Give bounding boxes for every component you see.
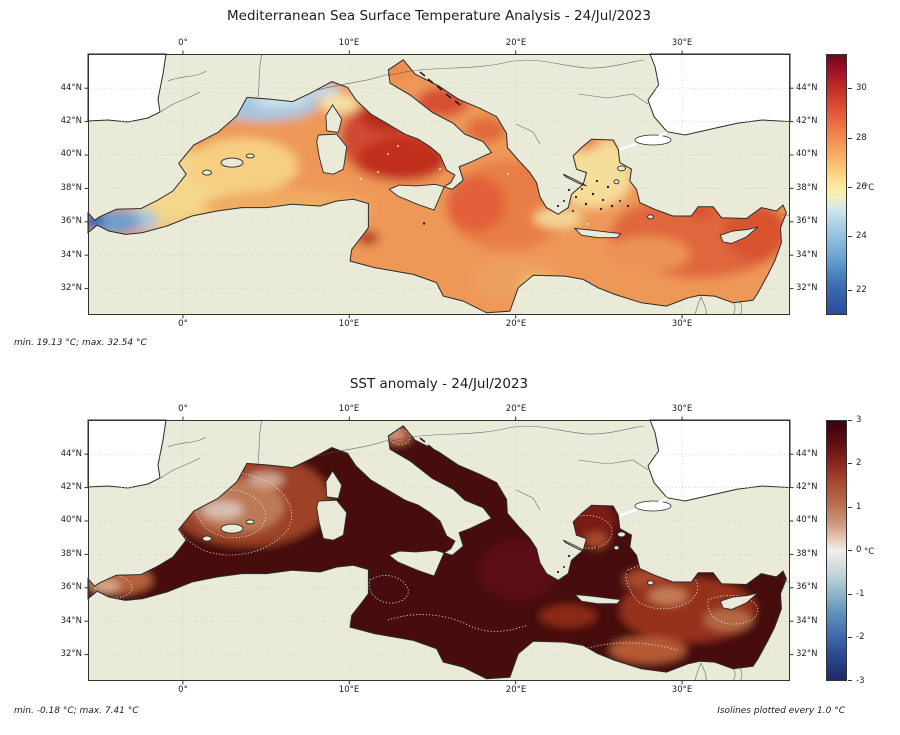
lon-tick-label: 20°E <box>505 685 527 695</box>
colorbar-tick-label: 28 <box>856 133 867 143</box>
lat-tick-label: 42°N <box>796 482 818 492</box>
lat-tick-label: 32°N <box>796 283 818 293</box>
lon-tick-label: 30°E <box>671 38 693 48</box>
panel2-isolines-caption: Isolines plotted every 1.0 °C <box>717 706 845 716</box>
lat-tick-label: 40°N <box>796 149 818 159</box>
lat-tick-label: 34°N <box>60 616 82 626</box>
colorbar-tick-label: 0 <box>856 545 862 555</box>
lon-tick-label: 0° <box>178 38 188 48</box>
lat-tick-label: 42°N <box>796 116 818 126</box>
panel2-minmax-caption: min. -0.18 °C; max. 7.41 °C <box>14 706 139 716</box>
panel1-minmax-caption: min. 19.13 °C; max. 32.54 °C <box>14 338 147 348</box>
lat-tick-label: 40°N <box>796 515 818 525</box>
lon-tick-label: 10°E <box>338 685 360 695</box>
lat-tick-label: 38°N <box>60 549 82 559</box>
colorbar-unit-label: °C <box>864 183 875 193</box>
lon-tick-label: 0° <box>178 319 188 329</box>
lon-tick-label: 0° <box>178 404 188 414</box>
colorbar-tick-label: 24 <box>856 231 867 241</box>
lat-tick-label: 44°N <box>60 83 82 93</box>
lat-tick-label: 40°N <box>60 515 82 525</box>
lon-tick-label: 30°E <box>671 685 693 695</box>
lon-tick-label: 10°E <box>338 319 360 329</box>
colorbar-tick-label: 2 <box>856 458 862 468</box>
lon-tick-label: 10°E <box>338 404 360 414</box>
anomaly-colorbar <box>826 420 847 681</box>
lat-tick-label: 40°N <box>60 149 82 159</box>
lat-tick-label: 38°N <box>796 183 818 193</box>
lon-tick-label: 20°E <box>505 38 527 48</box>
lon-tick-label: 0° <box>178 685 188 695</box>
lat-tick-label: 44°N <box>796 449 818 459</box>
sst-anomaly-map <box>84 416 794 685</box>
lat-tick-label: 44°N <box>60 449 82 459</box>
colorbar-unit-label: °C <box>864 547 875 557</box>
colorbar-tick-label: 3 <box>856 415 862 425</box>
colorbar-tick-label: 26 <box>856 182 867 192</box>
lon-tick-label: 30°E <box>671 404 693 414</box>
lat-tick-label: 36°N <box>60 216 82 226</box>
lat-tick-label: 36°N <box>796 582 818 592</box>
lat-tick-label: 38°N <box>796 549 818 559</box>
sst-map <box>84 50 794 319</box>
lon-tick-label: 10°E <box>338 38 360 48</box>
colorbar-tick-label: 1 <box>856 502 862 512</box>
panel2-title: SST anomaly - 24/Jul/2023 <box>349 376 529 392</box>
lon-tick-label: 20°E <box>505 404 527 414</box>
lon-tick-label: 20°E <box>505 319 527 329</box>
lat-tick-label: 32°N <box>796 649 818 659</box>
lat-tick-label: 42°N <box>60 482 82 492</box>
colorbar-tick-label: -2 <box>856 632 865 642</box>
lat-tick-label: 36°N <box>60 582 82 592</box>
lat-tick-label: 44°N <box>796 83 818 93</box>
colorbar-tick-label: 30 <box>856 83 867 93</box>
lat-tick-label: 34°N <box>796 616 818 626</box>
sst-colorbar <box>826 54 847 315</box>
lat-tick-label: 32°N <box>60 649 82 659</box>
lat-tick-label: 34°N <box>60 250 82 260</box>
colorbar-tick-label: -3 <box>856 676 865 686</box>
lat-tick-label: 36°N <box>796 216 818 226</box>
lat-tick-label: 42°N <box>60 116 82 126</box>
panel1-title: Mediterranean Sea Surface Temperature An… <box>227 8 651 24</box>
lat-tick-label: 38°N <box>60 183 82 193</box>
lat-tick-label: 32°N <box>60 283 82 293</box>
colorbar-tick-label: -1 <box>856 589 865 599</box>
colorbar-tick-label: 22 <box>856 285 867 295</box>
lon-tick-label: 30°E <box>671 319 693 329</box>
lat-tick-label: 34°N <box>796 250 818 260</box>
